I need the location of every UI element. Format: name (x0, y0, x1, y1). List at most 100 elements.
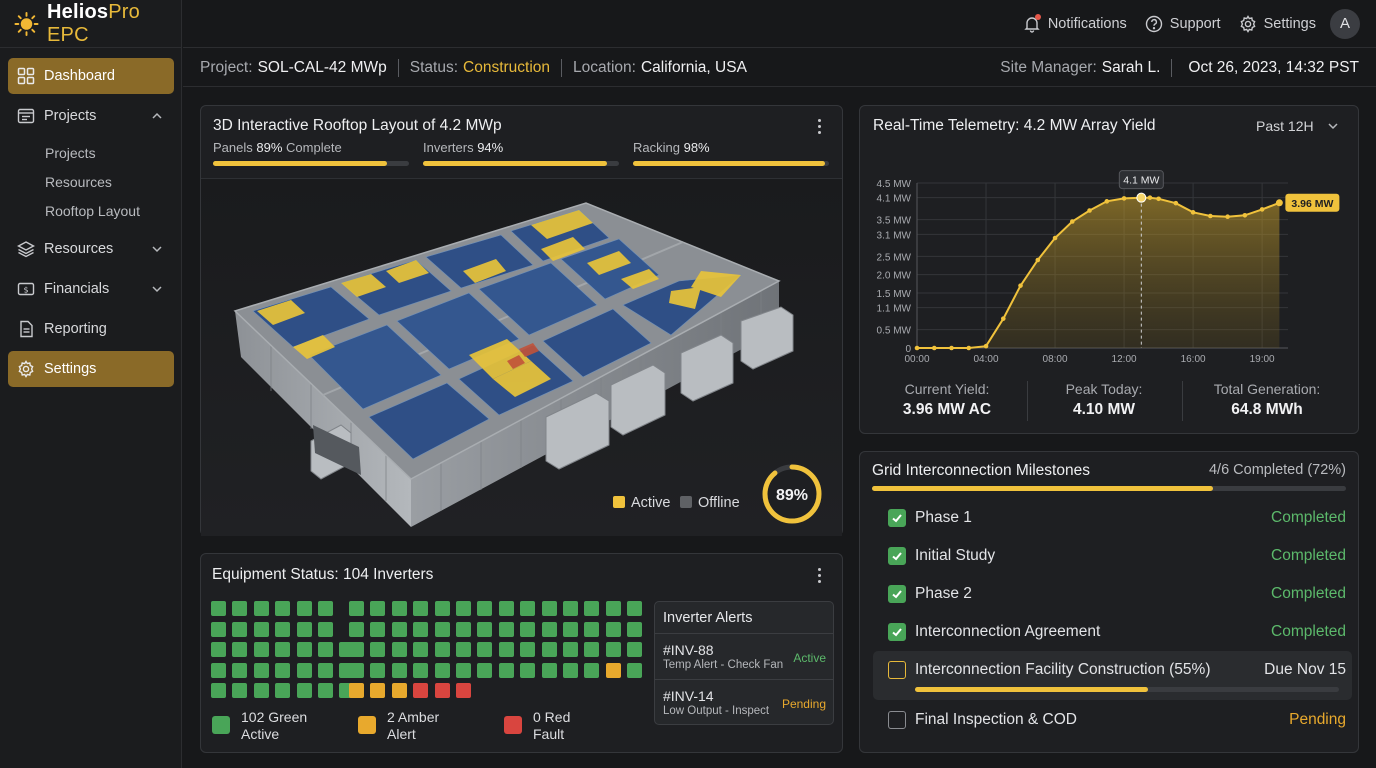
milestone-item[interactable]: Phase 1 Completed (888, 506, 1346, 530)
inverter-cell-green[interactable] (253, 601, 269, 616)
inverter-cell-green[interactable] (349, 642, 364, 658)
inverter-cell-green[interactable] (370, 662, 386, 678)
checkbox-checked-icon[interactable] (888, 623, 906, 641)
inverter-cell-green[interactable] (563, 601, 578, 616)
inverter-cell-green[interactable] (434, 642, 450, 658)
inverter-cell-green[interactable] (211, 621, 226, 637)
inverter-cell-green[interactable] (296, 662, 312, 678)
inverter-cell-green[interactable] (232, 642, 248, 658)
inverter-cell-green[interactable] (541, 642, 557, 658)
milestone-item[interactable]: Interconnection Agreement Completed (888, 620, 1346, 644)
inverter-cell-green[interactable] (456, 642, 471, 658)
inverter-cell-green[interactable] (253, 621, 269, 637)
chevron-down-icon[interactable] (150, 242, 164, 256)
inverter-cell-amber[interactable] (349, 683, 364, 699)
inverter-cell-amber[interactable] (391, 683, 407, 699)
inverter-cell-green[interactable] (541, 662, 557, 678)
inverter-cell-green[interactable] (434, 662, 450, 678)
inverter-cell-green[interactable] (434, 621, 450, 637)
sidebar-subitem-rooftop-layout[interactable]: Rooftop Layout (45, 202, 140, 219)
inverter-cell-red[interactable] (413, 683, 429, 699)
chevron-down-icon[interactable] (150, 282, 164, 296)
inverter-cell-green[interactable] (391, 601, 407, 616)
inverter-cell-green[interactable] (275, 601, 291, 616)
inverter-cell-green[interactable] (584, 601, 600, 616)
inverter-cell-green[interactable] (253, 662, 269, 678)
inverter-cell-green[interactable] (477, 621, 493, 637)
sidebar-item-resources[interactable]: Resources (8, 231, 174, 267)
inverter-cell-green[interactable] (275, 642, 291, 658)
inverter-cell-green[interactable] (456, 662, 471, 678)
inverter-cell-green[interactable] (232, 601, 248, 616)
inverter-cell-green[interactable] (541, 621, 557, 637)
inverter-cell-green[interactable] (318, 621, 333, 637)
inverter-cell-green[interactable] (232, 683, 248, 699)
inverter-cell-green[interactable] (349, 621, 364, 637)
inverter-cell-green[interactable] (413, 621, 429, 637)
inverter-cell-green[interactable] (541, 601, 557, 616)
inverter-cell-green[interactable] (520, 621, 536, 637)
inverter-cell-green[interactable] (391, 642, 407, 658)
inverter-cell-amber[interactable] (605, 662, 621, 678)
inverter-cell-green[interactable] (275, 662, 291, 678)
checkbox-icon[interactable] (888, 711, 906, 729)
sidebar-item-reporting[interactable]: Reporting (8, 311, 174, 347)
inverter-cell-green[interactable] (275, 621, 291, 637)
inverter-cell-green[interactable] (605, 621, 621, 637)
more-options-icon[interactable] (818, 568, 822, 584)
inverter-cell-green[interactable] (563, 621, 578, 637)
alert-item[interactable]: #INV-14 Low Output - Inspect Pending (655, 679, 833, 725)
milestone-item[interactable]: Phase 2 Completed (888, 582, 1346, 606)
inverter-cell-green[interactable] (211, 642, 226, 658)
inverter-cell-amber[interactable] (370, 683, 386, 699)
inverter-cell-green[interactable] (275, 683, 291, 699)
inverter-cell-green[interactable] (296, 683, 312, 699)
inverter-cell-green[interactable] (232, 662, 248, 678)
inverter-cell-green[interactable] (627, 642, 643, 658)
inverter-cell-green[interactable] (349, 601, 364, 616)
more-options-icon[interactable] (818, 119, 822, 135)
inverter-cell-green[interactable] (563, 642, 578, 658)
inverter-cell-green[interactable] (520, 642, 536, 658)
inverter-cell-green[interactable] (627, 662, 643, 678)
inverter-cell-green[interactable] (413, 662, 429, 678)
inverter-cell-green[interactable] (349, 662, 364, 678)
chevron-up-icon[interactable] (150, 109, 164, 123)
inverter-cell-green[interactable] (318, 662, 333, 678)
inverter-cell-green[interactable] (584, 621, 600, 637)
checkbox-checked-icon[interactable] (888, 509, 906, 527)
time-range-select[interactable]: Past 12H (1256, 118, 1340, 134)
inverter-cell-green[interactable] (605, 601, 621, 616)
inverter-cell-green[interactable] (370, 601, 386, 616)
inverter-cell-green[interactable] (520, 662, 536, 678)
sidebar-item-settings[interactable]: Settings (8, 351, 174, 387)
inverter-cell-green[interactable] (253, 683, 269, 699)
telemetry-chart[interactable]: 0 0.5 MW 1.1 MW 1.5 MW 2.0 MW 2.5 MW 3.1 MW 3.5… (862, 165, 1356, 375)
inverter-cell-green[interactable] (211, 662, 226, 678)
inverter-cell-green[interactable] (318, 642, 333, 658)
checkbox-checked-icon[interactable] (888, 547, 906, 565)
inverter-cell-green[interactable] (584, 642, 600, 658)
inverter-cell-green[interactable] (627, 621, 643, 637)
inverter-cell-green[interactable] (370, 642, 386, 658)
inverter-cell-green[interactable] (211, 683, 226, 699)
inverter-cell-red[interactable] (434, 683, 450, 699)
milestone-item[interactable]: Initial Study Completed (888, 544, 1346, 568)
inverter-cell-green[interactable] (627, 601, 643, 616)
inverter-cell-green[interactable] (296, 621, 312, 637)
inverter-cell-green[interactable] (232, 621, 248, 637)
inverter-cell-green[interactable] (391, 662, 407, 678)
inverter-cell-green[interactable] (391, 621, 407, 637)
inverter-cell-green[interactable] (318, 601, 333, 616)
inverter-cell-green[interactable] (498, 662, 514, 678)
sidebar-item-projects[interactable]: Projects (8, 98, 174, 134)
inverter-cell-green[interactable] (296, 642, 312, 658)
sidebar-subitem-resources[interactable]: Resources (45, 173, 112, 190)
inverter-cell-green[interactable] (498, 621, 514, 637)
inverter-cell-green[interactable] (434, 601, 450, 616)
inverter-cell-green[interactable] (370, 621, 386, 637)
sidebar-subitem-projects[interactable]: Projects (45, 144, 96, 161)
inverter-cell-green[interactable] (477, 662, 493, 678)
inverter-cell-green[interactable] (456, 621, 471, 637)
avatar[interactable]: A (1330, 8, 1360, 39)
